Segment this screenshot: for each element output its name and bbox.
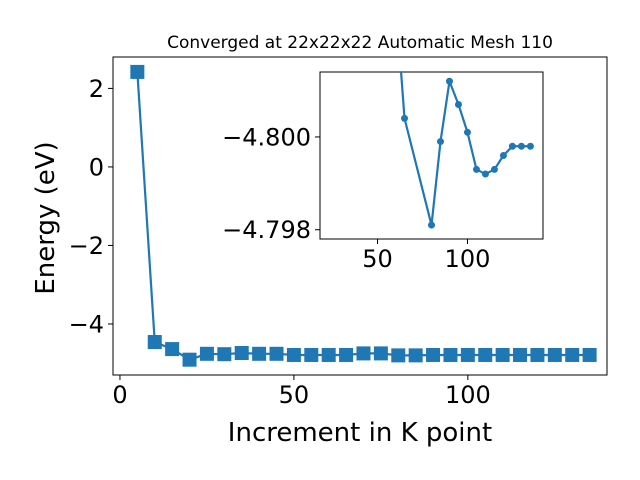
main-x-tick-label: 0: [112, 381, 127, 409]
main-data-point: [252, 346, 267, 361]
main-data-point: [373, 346, 388, 361]
main-data-point: [321, 347, 336, 362]
main-data-point: [478, 347, 493, 362]
inset-data-point: [517, 142, 525, 150]
inset-data-point: [445, 77, 453, 85]
main-data-point: [391, 348, 406, 363]
inset-data-point: [490, 165, 498, 173]
x-axis-label: Increment in K point: [228, 418, 492, 448]
inset-plot: 50 100 −4.800 −4.798: [222, 0, 544, 273]
inset-data-point: [526, 142, 534, 150]
inset-data-point: [481, 170, 489, 178]
main-data-point: [234, 346, 249, 361]
main-data-point: [147, 335, 162, 350]
main-data-point: [408, 348, 423, 363]
inset-x-tick-label: 50: [362, 245, 393, 273]
main-data-point: [217, 347, 232, 362]
main-data-point: [199, 346, 214, 361]
main-data-point: [286, 347, 301, 362]
main-x-tick-label: 100: [445, 381, 491, 409]
main-data-point: [565, 347, 580, 362]
main-y-tick-label: 0: [89, 153, 104, 181]
inset-data-point: [392, 0, 399, 1]
main-data-point: [165, 342, 180, 357]
inset-y-tick-label: −4.798: [222, 216, 311, 244]
inset-data-point: [499, 152, 507, 159]
inset-x-tick-label: 100: [445, 245, 491, 273]
inset-data-point: [436, 138, 444, 146]
inset-data-point: [401, 114, 409, 122]
main-y-tick-label: 2: [89, 75, 104, 103]
main-x-tick-label: 50: [279, 381, 310, 409]
inset-data-point: [428, 221, 435, 229]
inset-data-point: [508, 142, 516, 150]
main-data-point: [269, 346, 284, 361]
main-data-point: [513, 347, 528, 362]
main-data-point: [443, 347, 458, 362]
main-data-point: [130, 64, 145, 79]
main-data-point: [495, 347, 510, 362]
inset-y-tick-label: −4.800: [222, 123, 311, 151]
main-data-point: [460, 347, 475, 362]
main-data-point: [182, 352, 197, 367]
main-data-point: [582, 347, 597, 362]
main-data-point: [304, 347, 319, 362]
chart-title: Converged at 22x22x22 Automatic Mesh 110: [167, 33, 553, 53]
main-y-tick-label: −2: [69, 232, 104, 260]
main-data-point: [530, 347, 545, 362]
main-y-tick-label: −4: [69, 310, 104, 338]
main-data-point: [356, 346, 371, 361]
main-data-point: [547, 347, 562, 362]
inset-axes-frame: [319, 71, 544, 240]
main-data-point: [339, 347, 354, 362]
inset-data-point: [454, 100, 462, 108]
inset-data-point: [472, 165, 480, 173]
main-data-point: [426, 347, 441, 362]
y-axis-label: Energy (eV): [31, 141, 61, 294]
inset-data-point: [463, 128, 471, 136]
